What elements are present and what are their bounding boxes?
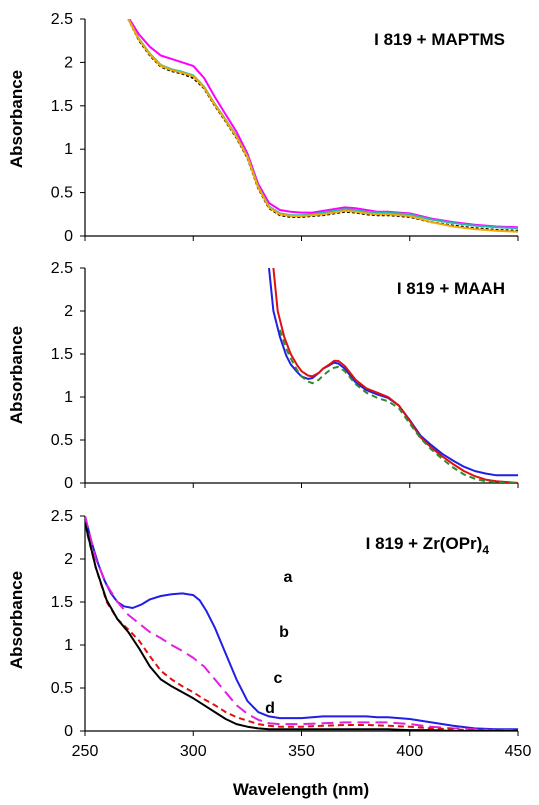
series-group <box>127 19 518 233</box>
series-line <box>127 19 518 233</box>
y-tick-label: 1.5 <box>51 594 73 611</box>
curve-label-c: c <box>274 670 283 687</box>
y-tick-label: 2.5 <box>51 508 73 525</box>
panel-title: I 819 + MAAH <box>397 279 505 298</box>
y-tick-label: 1 <box>64 141 73 158</box>
plot-3: 0 0.5 1 1.5 2 2.5 250 300 350 400 450 a b cd <box>51 508 532 760</box>
panel-title-subscript: 4 <box>482 543 489 557</box>
y-tick-label: 2 <box>64 303 73 320</box>
x-tick-label: 450 <box>505 743 532 760</box>
series-group <box>268 268 518 483</box>
y-tick-label: 2 <box>64 54 73 71</box>
y-tick-label: 0 <box>64 228 73 245</box>
y-axis-title: Absorbance <box>7 70 26 168</box>
panel-title-main: I 819 + Zr(OPr) <box>366 534 483 553</box>
x-tick-label: 300 <box>180 743 207 760</box>
y-tick-label: 1 <box>64 637 73 654</box>
plot-2: 0 0.5 1 1.5 2 2.5 <box>51 260 519 492</box>
panel-maah: I 819 + MAAH Absorbance <box>7 279 505 424</box>
y-tick-label: 1 <box>64 389 73 406</box>
y-tick-label: 2.5 <box>51 11 73 28</box>
panel-title: I 819 + Zr(OPr)4 <box>366 534 490 557</box>
y-tick-label: 0 <box>64 723 73 740</box>
panel-maptms: I 819 + MAPTMS Absorbance <box>7 30 505 168</box>
y-tick-label: 2.5 <box>51 260 73 277</box>
series-line-d <box>85 522 518 731</box>
x-tick-label: 350 <box>288 743 315 760</box>
panel-zr: I 819 + Zr(OPr)4 Absorbance Wavelength (… <box>7 534 489 799</box>
y-axis-title: Absorbance <box>7 571 26 669</box>
y-tick-label: 2 <box>64 551 73 568</box>
plot-1: 0 0.5 1 1.5 2 2.5 <box>51 11 519 245</box>
curve-label-a: a <box>284 569 293 586</box>
series-line <box>278 329 518 483</box>
y-axis-title: Absorbance <box>7 326 26 424</box>
y-tick-label: 1.5 <box>51 98 73 115</box>
y-tick-label: 1.5 <box>51 346 73 363</box>
curve-label-b: b <box>279 624 289 641</box>
series-line-a <box>85 516 518 731</box>
series-line <box>127 19 518 230</box>
y-tick-label: 0.5 <box>51 432 73 449</box>
x-tick-label: 400 <box>396 743 423 760</box>
series-group <box>85 516 518 731</box>
series-line <box>272 268 518 483</box>
x-tick-label: 250 <box>72 743 99 760</box>
x-axis-title: Wavelength (nm) <box>233 780 369 799</box>
panel-title: I 819 + MAPTMS <box>374 30 505 49</box>
curve-label-d: d <box>265 700 275 717</box>
series-line <box>268 268 518 477</box>
y-tick-label: 0.5 <box>51 185 73 202</box>
series-line-c <box>85 524 518 731</box>
y-tick-label: 0 <box>64 475 73 492</box>
series-line <box>127 19 518 232</box>
y-tick-label: 0.5 <box>51 680 73 697</box>
